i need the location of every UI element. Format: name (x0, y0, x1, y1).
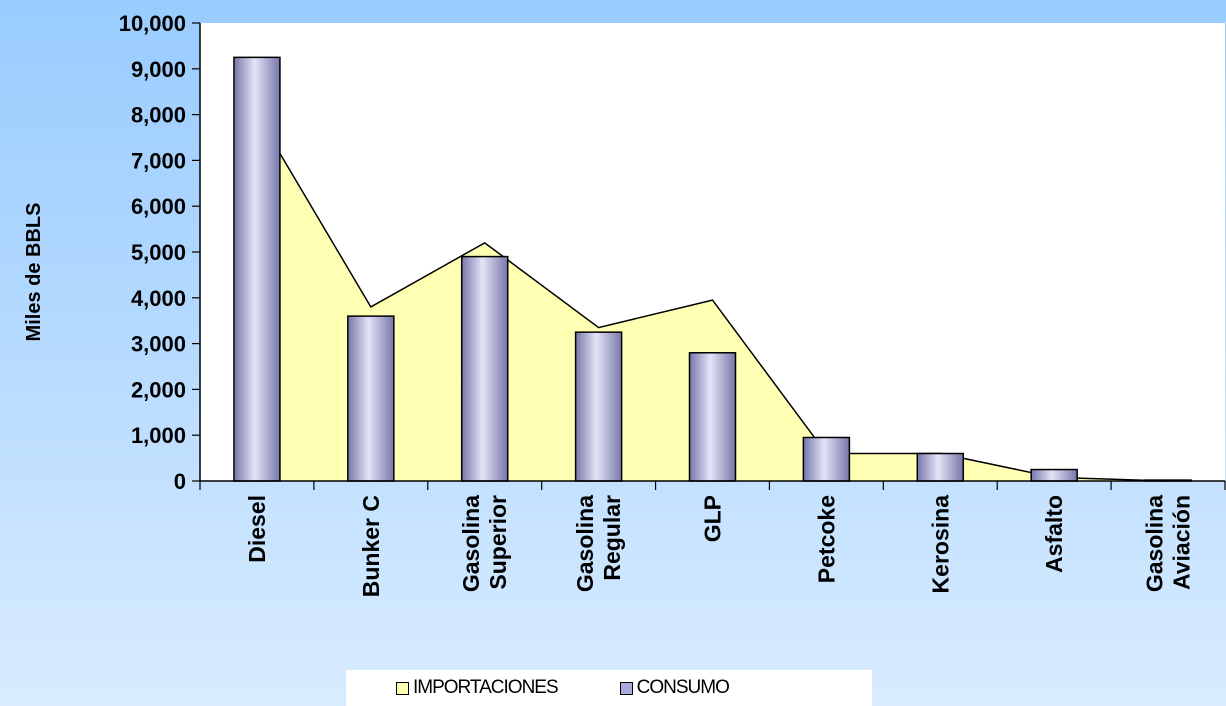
x-category-label-line: Gasolina (1142, 495, 1168, 592)
x-category-label-line: Aviación (1169, 495, 1195, 590)
y-tick-label: 3,000 (131, 332, 186, 357)
y-axis-title: Miles de BBLS (23, 203, 45, 342)
bar-consumo-gasolina-superior (460, 255, 509, 482)
x-category-label-line: Diesel (244, 495, 270, 563)
bar-consumo-kerosina (916, 452, 965, 482)
legend: IMPORTACIONES CONSUMO (346, 670, 872, 706)
legend-label-consumo: CONSUMO (636, 677, 730, 698)
legend-item-consumo: CONSUMO (619, 677, 730, 699)
y-tick-label: 9,000 (131, 57, 186, 82)
x-category-label-line: Regular (599, 495, 625, 581)
x-category-label-line: Petcoke (813, 495, 839, 583)
x-category-label: Gasolina Aviación (1142, 495, 1195, 592)
bar-consumo-gasolina-regular (574, 331, 623, 482)
y-tick-label: 0 (174, 469, 186, 494)
y-tick-label: 4,000 (131, 286, 186, 311)
x-category-label: Gasolina Regular (572, 495, 625, 592)
y-tick-label: 2,000 (131, 377, 186, 402)
bar-consumo-petcoke (802, 436, 851, 482)
y-tick-label: 6,000 (131, 194, 186, 219)
y-tick-label: 5,000 (131, 240, 186, 265)
x-category-label-line: Gasolina (458, 495, 484, 592)
x-category-label-line: Superior (485, 495, 511, 590)
bar-consumo-diesel (233, 56, 281, 482)
bar-consumo-glp (688, 352, 737, 482)
x-category-label-line: Bunker C (358, 495, 384, 597)
x-category-label-line: Kerosina (927, 495, 953, 594)
x-category-label: Bunker C (358, 495, 384, 597)
legend-item-importaciones: IMPORTACIONES (396, 677, 559, 699)
x-category-label: Diesel (244, 495, 270, 563)
bar-consumo-bunkerc (347, 315, 395, 482)
y-tick-label: 1,000 (131, 423, 186, 448)
x-category-label: Asfalto (1041, 495, 1067, 573)
legend-label-importaciones: IMPORTACIONES (413, 677, 559, 698)
x-category-label: Petcoke (813, 495, 839, 583)
x-category-label: Gasolina Superior (458, 495, 511, 592)
y-tick-label: 7,000 (131, 148, 186, 173)
x-category-label-line: Gasolina (572, 495, 598, 592)
y-tick-label: 10,000 (119, 11, 186, 36)
x-category-label-line: Asfalto (1041, 495, 1067, 573)
bar-consumo-asfalto (1030, 468, 1078, 482)
x-category-label-line: GLP (700, 495, 726, 542)
legend-swatch-consumo (619, 681, 633, 695)
legend-swatch-importaciones (396, 681, 409, 695)
y-tick-label: 8,000 (131, 103, 186, 128)
area-outline-importaciones (256, 114, 1169, 482)
x-category-label: Kerosina (927, 495, 953, 594)
x-category-label: GLP (700, 495, 726, 542)
